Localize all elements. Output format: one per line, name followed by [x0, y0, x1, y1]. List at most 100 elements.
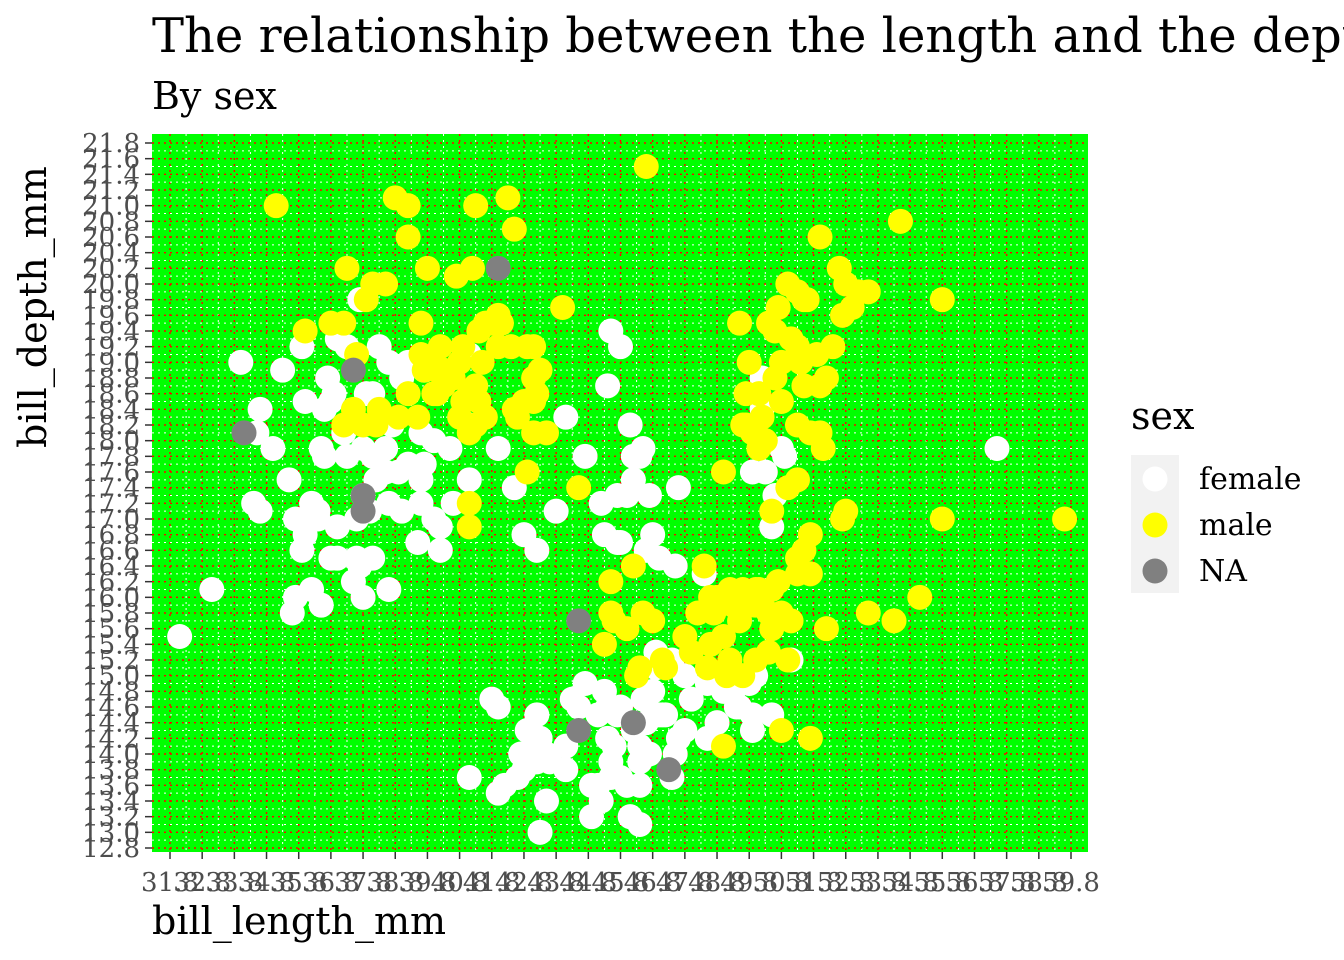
data-point-female: [533, 788, 559, 814]
data-point-male: [514, 459, 540, 485]
data-point-male: [331, 412, 357, 438]
data-point-na: [566, 608, 592, 634]
data-point-male: [759, 498, 785, 524]
data-point-male: [633, 154, 659, 179]
data-point-na: [340, 357, 366, 383]
data-point-male: [550, 295, 576, 320]
data-point-female: [678, 686, 704, 712]
data-point-male: [855, 600, 881, 626]
x-tick-label: 42.8: [495, 868, 553, 898]
legend-label-male: male: [1199, 508, 1273, 543]
data-point-female: [311, 396, 337, 422]
data-point-na: [620, 710, 646, 736]
data-point-male: [421, 381, 447, 407]
data-point-male: [710, 733, 736, 759]
x-tick-label: 54.8: [881, 868, 939, 898]
data-point-male: [527, 357, 553, 383]
data-point-male: [463, 193, 489, 219]
y-tick-label: 14.2: [82, 724, 140, 754]
data-point-male: [566, 475, 592, 501]
data-point-female: [456, 765, 482, 790]
data-point-female: [373, 459, 399, 485]
data-point-female: [511, 757, 537, 783]
y-tick-label: 19.8: [82, 286, 140, 316]
legend-label-na: NA: [1199, 554, 1247, 589]
data-point-male: [495, 185, 521, 211]
data-point-male: [447, 404, 473, 430]
y-tick-label: 20.0: [82, 270, 140, 300]
y-tick-label: 21.0: [82, 192, 140, 222]
data-point-male: [833, 498, 859, 524]
data-point-female: [479, 686, 505, 712]
data-point-male: [292, 318, 318, 344]
chart-subtitle: By sex: [152, 74, 277, 118]
chart-title: The relationship between the length and …: [152, 8, 1344, 64]
y-tick-label: 14.8: [82, 677, 140, 707]
data-point-male: [768, 389, 794, 414]
data-point-male: [698, 631, 724, 657]
x-tick-label: 39.8: [398, 868, 456, 898]
data-point-female: [524, 702, 550, 728]
data-point-female: [604, 483, 630, 508]
data-point-male: [620, 553, 646, 579]
data-point-female: [456, 467, 482, 493]
data-point-female: [408, 467, 434, 493]
x-tick-label: 55.8: [913, 868, 971, 898]
y-tick-label: 12.8: [82, 834, 140, 864]
data-point-female: [665, 725, 691, 751]
data-point-male: [395, 381, 421, 407]
y-tick-label: 20.4: [82, 239, 140, 269]
data-point-female: [662, 553, 688, 579]
x-tick-label: 59.8: [1042, 868, 1100, 898]
data-point-na: [566, 718, 592, 743]
data-point-male: [826, 255, 852, 281]
y-tick-label: 18.4: [82, 395, 140, 425]
y-tick-label: 19.2: [82, 333, 140, 363]
data-point-female: [627, 812, 653, 837]
y-axis-label: bill_depth_mm: [11, 166, 56, 448]
data-point-male: [334, 255, 360, 281]
data-point-male: [807, 224, 833, 250]
data-point-female: [279, 600, 305, 626]
data-point-na: [350, 483, 376, 508]
data-point-female: [485, 780, 511, 806]
data-points: [167, 154, 1078, 845]
y-tick-label: 17.2: [82, 489, 140, 519]
data-point-male: [459, 255, 485, 281]
x-tick-label: 33.8: [205, 868, 263, 898]
data-point-male: [762, 365, 788, 391]
x-tick-label: 41.8: [463, 868, 521, 898]
data-point-female: [421, 428, 447, 454]
data-point-female: [604, 530, 630, 555]
data-point-female: [579, 804, 605, 830]
y-tick-label: 18.2: [82, 411, 140, 441]
data-point-male: [521, 334, 547, 360]
data-point-male: [797, 725, 823, 751]
y-tick-label: 17.0: [82, 505, 140, 535]
x-tick-label: 31.8: [141, 868, 199, 898]
data-point-male: [408, 310, 434, 336]
y-tick-label: 15.8: [82, 599, 140, 629]
y-tick-label: 14.0: [82, 740, 140, 770]
data-point-male: [373, 271, 399, 297]
x-axis-ticks: 31.832.833.834.835.836.837.838.839.840.8…: [141, 852, 1100, 898]
data-point-male: [395, 224, 421, 250]
data-point-female: [247, 498, 273, 524]
data-point-male: [698, 584, 724, 610]
data-point-female: [595, 725, 621, 751]
y-tick-label: 13.0: [82, 818, 140, 848]
data-point-female: [608, 765, 633, 790]
data-point-female: [649, 702, 675, 728]
data-point-male: [385, 404, 411, 430]
data-point-male: [405, 404, 431, 430]
data-point-male: [759, 616, 785, 642]
data-point-male: [810, 436, 836, 461]
data-point-male: [485, 302, 511, 328]
data-point-male: [749, 584, 775, 610]
y-tick-label: 21.8: [82, 129, 140, 159]
data-point-female: [630, 436, 656, 461]
y-tick-label: 20.8: [82, 207, 140, 237]
data-point-female: [315, 365, 341, 391]
y-tick-label: 13.6: [82, 771, 140, 801]
legend-key-male: [1142, 512, 1168, 538]
